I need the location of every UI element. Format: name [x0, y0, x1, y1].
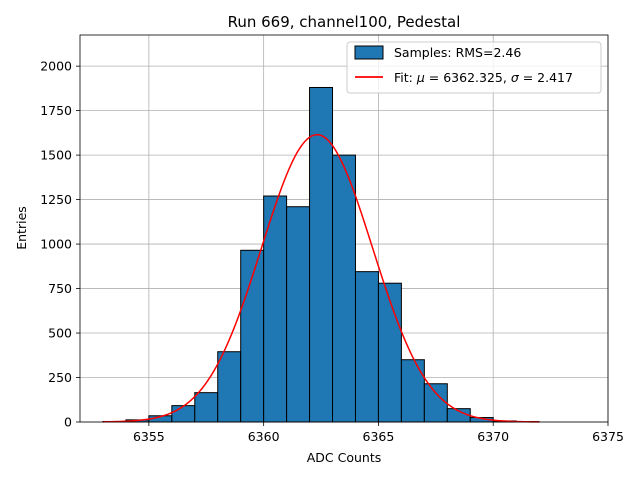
- x-tick-label: 6370: [477, 429, 509, 444]
- histogram-bar: [423, 383, 448, 423]
- x-tick-label: 6365: [363, 429, 395, 444]
- legend-fit-prefix: Fit:: [394, 70, 417, 85]
- legend-fit-sigma-value: = 2.417: [519, 70, 573, 85]
- histogram-bar: [354, 271, 379, 423]
- x-tick-label: 6355: [133, 429, 165, 444]
- legend-samples-label: Samples: RMS=2.46: [394, 45, 521, 60]
- y-tick-label: 2000: [40, 59, 72, 74]
- histogram-bar: [400, 359, 425, 423]
- y-axis-ticks: 0 250 500 750 1000 1250 1500 1750 2000: [40, 59, 80, 430]
- gaussian-fit-curve: [102, 133, 540, 423]
- y-tick-label: 1500: [40, 148, 72, 163]
- y-tick-label: 750: [48, 281, 72, 296]
- legend-box: [346, 41, 602, 94]
- histogram-bar: [171, 405, 196, 423]
- y-tick-label: 500: [48, 326, 72, 341]
- histogram-bar: [286, 206, 311, 423]
- y-tick-label: 1000: [40, 237, 72, 252]
- x-tick-label: 6360: [248, 429, 280, 444]
- legend-fit-mu-symbol: μ: [416, 70, 425, 85]
- histogram-bar: [194, 392, 219, 423]
- y-axis-label: Entries: [14, 206, 29, 250]
- histogram-bars: [102, 86, 540, 423]
- legend-fit-label: Fit: μ = 6362.325, σ = 2.417: [394, 70, 573, 85]
- histogram-bar: [377, 282, 402, 423]
- x-tick-label: 6375: [592, 429, 624, 444]
- legend-fit-mu-value: = 6362.325,: [425, 70, 511, 85]
- legend-samples-swatch: [354, 45, 384, 60]
- legend: Samples: RMS=2.46 Fit: μ = 6362.325, σ =…: [346, 41, 602, 94]
- y-tick-label: 1750: [40, 103, 72, 118]
- y-tick-label: 250: [48, 370, 72, 385]
- y-tick-label: 1250: [40, 192, 72, 207]
- chart-title: Run 669, channel100, Pedestal: [228, 13, 461, 31]
- legend-fit-sigma-symbol: σ: [511, 70, 520, 85]
- x-axis-ticks: 6355 6360 6365 6370 6375: [133, 422, 624, 444]
- y-tick-label: 0: [64, 415, 72, 430]
- x-axis-label: ADC Counts: [307, 450, 382, 465]
- histogram-bar: [309, 86, 334, 423]
- histogram-bar: [332, 154, 356, 423]
- plot-frame: [79, 34, 609, 423]
- histogram-bar: [217, 351, 242, 423]
